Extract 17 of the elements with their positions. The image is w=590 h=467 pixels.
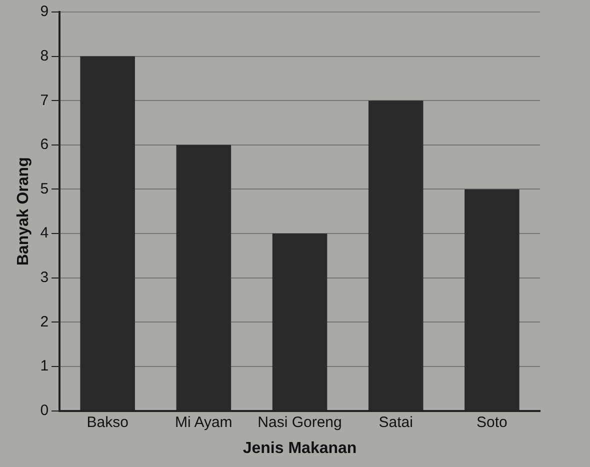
y-tick-label: 8	[40, 47, 49, 64]
x-tick-label: Satai	[378, 414, 413, 431]
y-axis-title: Banyak Orang	[15, 157, 32, 266]
y-tick-label: 5	[40, 180, 49, 198]
y-tick-label: 7	[40, 92, 49, 109]
x-tick-label: Nasi Goreng	[258, 414, 342, 431]
y-tick-label: 1	[40, 358, 49, 375]
y-tick-label: 0	[40, 402, 49, 419]
y-tick-label: 3	[40, 269, 49, 286]
x-axis-title: Jenis Makanan	[242, 440, 357, 457]
x-tick-label: Mi Ayam	[175, 414, 232, 431]
x-tick-label: Soto	[476, 414, 508, 431]
y-tick-label: 9	[40, 3, 49, 20]
x-tick-label: Bakso	[86, 414, 128, 431]
y-tick-label: 6	[40, 136, 49, 154]
y-tick-label: 4	[40, 224, 49, 242]
y-tick-label: 2	[40, 313, 49, 330]
